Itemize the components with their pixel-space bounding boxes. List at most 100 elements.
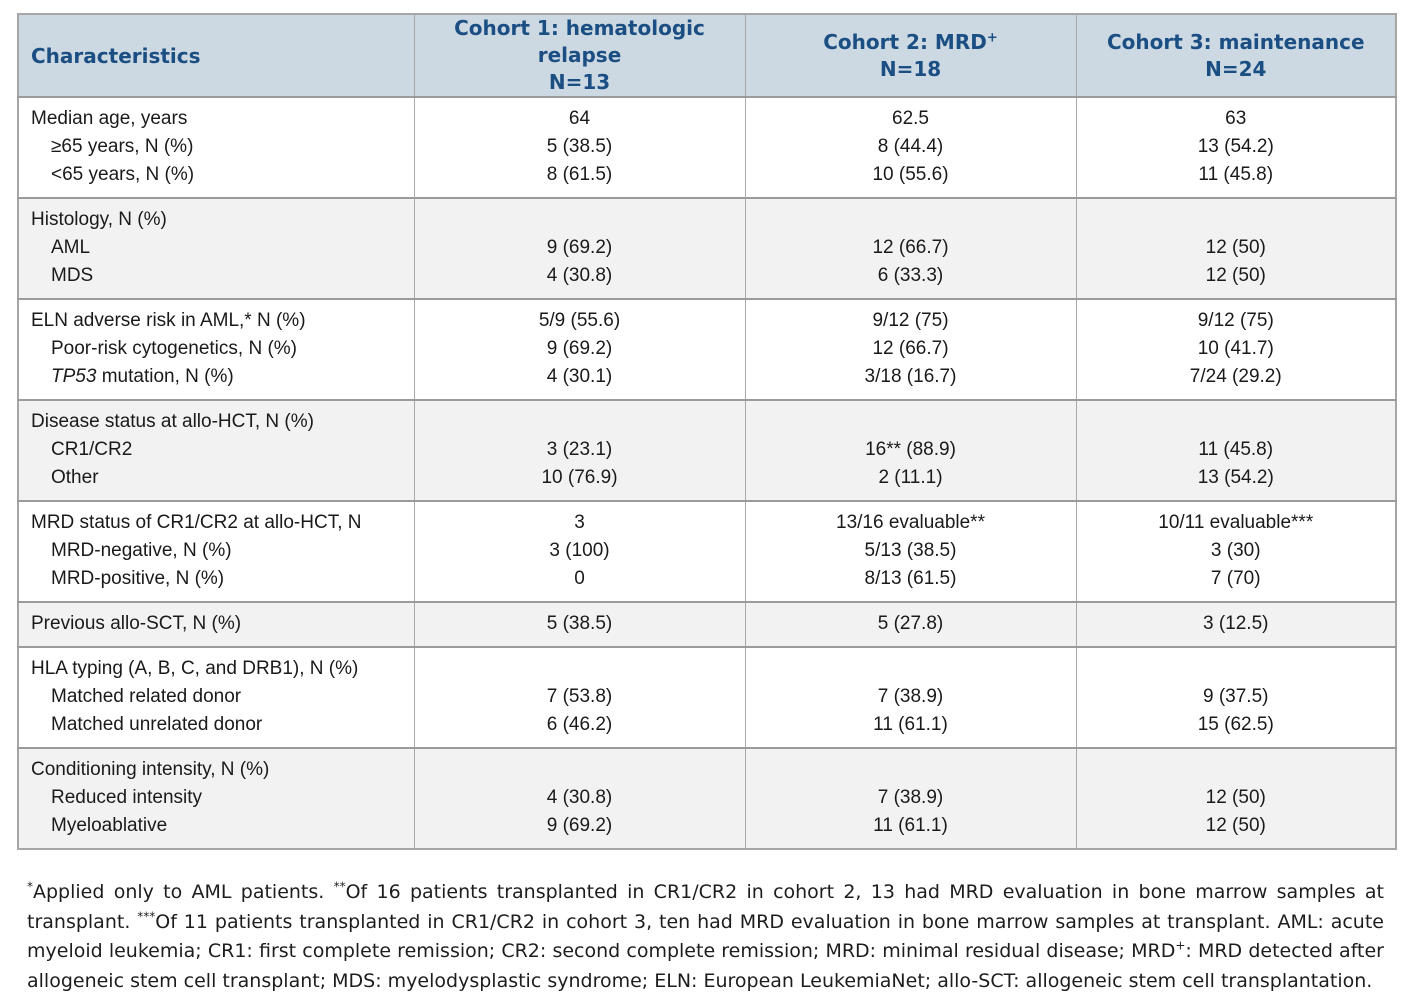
table-cell xyxy=(1075,748,1396,784)
column-header-cohort1: Cohort 1: hematologic relapse N=13 xyxy=(413,14,745,97)
section-hla-typing: HLA typing (A, B, C, and DRB1), N (%) Ma… xyxy=(18,647,1396,748)
table-cell: 12 (66.7) xyxy=(744,234,1076,262)
row-label: Matched unrelated donor xyxy=(51,714,263,735)
row-label: CR1/CR2 xyxy=(51,439,133,460)
table-cell: 7 (38.9) xyxy=(744,784,1076,812)
table-header: Characteristics Cohort 1: hematologic re… xyxy=(18,14,1396,97)
gene-name-italic: TP53 xyxy=(51,366,97,387)
table-cell: 4 (30.8) xyxy=(413,262,745,299)
row-label: Conditioning intensity, N (%) xyxy=(31,759,270,780)
table-row: Median age, years 64 62.5 63 xyxy=(18,97,1396,133)
table-row: ≥65 years, N (%) 5 (38.5) 8 (44.4) 13 (5… xyxy=(18,133,1396,161)
table-cell: 3 (12.5) xyxy=(1075,602,1396,647)
table-cell: 6 (33.3) xyxy=(744,262,1076,299)
row-label: HLA typing (A, B, C, and DRB1), N (%) xyxy=(31,658,359,679)
table-cell xyxy=(744,748,1076,784)
footnote-marker-3: *** xyxy=(137,909,156,924)
table-row: Matched related donor 7 (53.8) 7 (38.9) … xyxy=(18,683,1396,711)
table-cell: 8 (44.4) xyxy=(744,133,1076,161)
table-cell: 9/12 (75) xyxy=(1075,299,1396,335)
table-cell xyxy=(1075,400,1396,436)
cohort1-title: Cohort 1: hematologic relapse xyxy=(454,16,705,67)
table-row: <65 years, N (%) 8 (61.5) 10 (55.6) 11 (… xyxy=(18,161,1396,198)
table-row: MRD-positive, N (%) 0 8/13 (61.5) 7 (70) xyxy=(18,565,1396,602)
table-cell: 5/9 (55.6) xyxy=(413,299,745,335)
table-cell: 6 (46.2) xyxy=(413,711,745,748)
cohort3-title: Cohort 3: maintenance xyxy=(1106,29,1365,54)
table-cell: 9/12 (75) xyxy=(744,299,1076,335)
table-cell: 3 (100) xyxy=(413,537,745,565)
table-cell: 2 (11.1) xyxy=(744,464,1076,501)
table-cell: 11 (45.8) xyxy=(1075,161,1396,198)
cohort1-n: N=13 xyxy=(548,70,611,94)
row-label-tp53: TP53 mutation, N (%) xyxy=(51,366,234,387)
table-cell xyxy=(413,198,745,234)
row-label: Reduced intensity xyxy=(51,787,203,808)
table-cell xyxy=(744,647,1076,683)
characteristics-table: Characteristics Cohort 1: hematologic re… xyxy=(17,13,1397,850)
table-cell: 7 (53.8) xyxy=(413,683,745,711)
section-mrd-status: MRD status of CR1/CR2 at allo-HCT, N 3 1… xyxy=(18,501,1396,602)
table-cell: 15 (62.5) xyxy=(1075,711,1396,748)
table-row: MDS 4 (30.8) 6 (33.3) 12 (50) xyxy=(18,262,1396,299)
table-cell: 8 (61.5) xyxy=(413,161,745,198)
section-eln-adverse-risk: ELN adverse risk in AML,* N (%) 5/9 (55.… xyxy=(18,299,1396,400)
section-conditioning-intensity: Conditioning intensity, N (%) Reduced in… xyxy=(18,748,1396,849)
table-cell: 7 (38.9) xyxy=(744,683,1076,711)
table-row: AML 9 (69.2) 12 (66.7) 12 (50) xyxy=(18,234,1396,262)
table-row: TP53 mutation, N (%) 4 (30.1) 3/18 (16.7… xyxy=(18,363,1396,400)
table-cell: 3 xyxy=(413,501,745,537)
table-cell xyxy=(1075,647,1396,683)
table-cell xyxy=(1075,198,1396,234)
section-median-age: Median age, years 64 62.5 63 ≥65 years, … xyxy=(18,97,1396,198)
section-histology: Histology, N (%) AML 9 (69.2) 12 (66.7) … xyxy=(18,198,1396,299)
table-row: MRD-negative, N (%) 3 (100) 5/13 (38.5) … xyxy=(18,537,1396,565)
row-label: MRD-negative, N (%) xyxy=(51,540,232,561)
superscript-plus: + xyxy=(986,29,998,45)
footnote: *Applied only to AML patients. **Of 16 p… xyxy=(27,878,1384,996)
table-cell: 5 (38.5) xyxy=(413,133,745,161)
table-cell: 10 (41.7) xyxy=(1075,335,1396,363)
table-cell: 3/18 (16.7) xyxy=(744,363,1076,400)
table-cell: 5 (27.8) xyxy=(744,602,1076,647)
table-cell: 10 (55.6) xyxy=(744,161,1076,198)
table-row: Reduced intensity 4 (30.8) 7 (38.9) 12 (… xyxy=(18,784,1396,812)
table-cell: 11 (61.1) xyxy=(744,812,1076,849)
table-cell: 16** (88.9) xyxy=(744,436,1076,464)
table-cell: 13/16 evaluable** xyxy=(744,501,1076,537)
table-cell: 5/13 (38.5) xyxy=(744,537,1076,565)
table-cell: 64 xyxy=(413,97,745,133)
table-cell: 9 (37.5) xyxy=(1075,683,1396,711)
table-cell: 11 (61.1) xyxy=(744,711,1076,748)
cohort2-n: N=18 xyxy=(879,56,942,81)
footnote-text-1: Applied only to AML patients. xyxy=(33,881,334,903)
table-row: Other 10 (76.9) 2 (11.1) 13 (54.2) xyxy=(18,464,1396,501)
row-label: <65 years, N (%) xyxy=(51,164,195,185)
table-cell: 12 (66.7) xyxy=(744,335,1076,363)
footnote-marker-mrd-plus: + xyxy=(1175,938,1186,953)
row-label: ≥65 years, N (%) xyxy=(51,136,194,157)
table-cell: 13 (54.2) xyxy=(1075,464,1396,501)
footnote-text-2: Of 16 patients transplanted in CR1/CR2 i… xyxy=(27,881,1385,933)
table-row: Conditioning intensity, N (%) xyxy=(18,748,1396,784)
table-cell: 62.5 xyxy=(744,97,1076,133)
table-cell: 4 (30.1) xyxy=(413,363,745,400)
footnote-marker-1: * xyxy=(27,879,33,894)
header-row: Characteristics Cohort 1: hematologic re… xyxy=(18,14,1396,97)
table-row: ELN adverse risk in AML,* N (%) 5/9 (55.… xyxy=(18,299,1396,335)
row-label: MRD status of CR1/CR2 at allo-HCT, N xyxy=(31,512,362,533)
row-label: MDS xyxy=(51,265,94,286)
table-cell: 7/24 (29.2) xyxy=(1075,363,1396,400)
table-cell: 0 xyxy=(413,565,745,602)
cohort3-n: N=24 xyxy=(1205,56,1267,81)
section-disease-status: Disease status at allo-HCT, N (%) CR1/CR… xyxy=(18,400,1396,501)
row-label: Poor-risk cytogenetics, N (%) xyxy=(51,338,298,359)
table-cell xyxy=(413,748,745,784)
row-label: Disease status at allo-HCT, N (%) xyxy=(31,411,314,432)
footnote-marker-2: ** xyxy=(333,879,346,894)
table-cell xyxy=(744,198,1076,234)
table-row: MRD status of CR1/CR2 at allo-HCT, N 3 1… xyxy=(18,501,1396,537)
table-cell: 9 (69.2) xyxy=(413,335,745,363)
row-label: AML xyxy=(51,237,91,258)
